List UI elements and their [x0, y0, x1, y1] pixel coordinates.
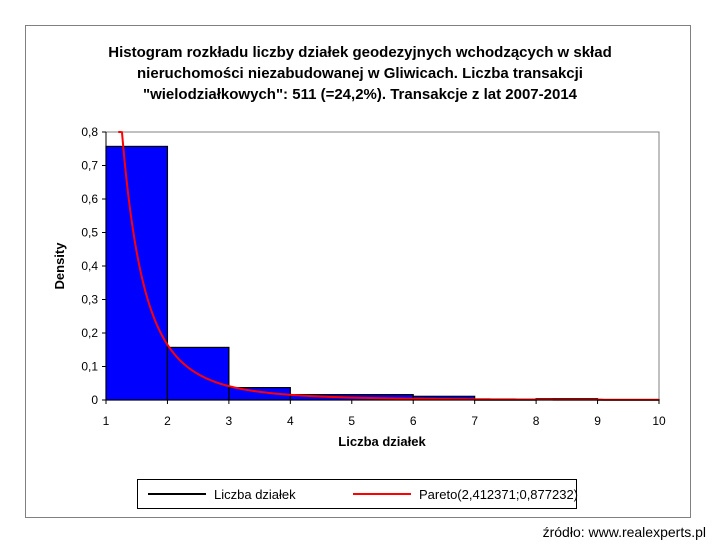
x-tick-label: 6 [410, 414, 417, 428]
x-tick-label: 5 [348, 414, 355, 428]
x-tick-label: 3 [226, 414, 233, 428]
chart-title: Histogram rozkładu liczby działek geodez… [60, 42, 660, 105]
x-tick-label: 10 [652, 414, 666, 428]
y-tick-label: 0,7 [81, 159, 98, 173]
chart-title-line-3: "wielodziałkowych": 511 (=24,2%). Transa… [142, 86, 578, 103]
y-tick-label: 0,2 [81, 326, 98, 340]
legend-item-pareto: Pareto(2,412371;0,877232) [353, 480, 578, 508]
histogram-bars [105, 145, 660, 401]
y-tick-label: 0,4 [81, 259, 98, 273]
y-axis-title: Density [52, 242, 67, 290]
chart-title-line-2: nieruchomości niezabudowanej w Gliwicach… [137, 65, 583, 82]
legend-swatch-pareto [353, 493, 411, 495]
y-tick-label: 0,6 [81, 192, 98, 206]
legend: Liczba działek Pareto(2,412371;0,877232) [137, 479, 578, 509]
y-tick-label: 0,5 [81, 226, 98, 240]
x-tick-label: 9 [594, 414, 601, 428]
chart-title-line-1: Histogram rozkładu liczby działek geodez… [108, 44, 612, 61]
source-note: źródło: www.realexperts.pl [542, 524, 706, 540]
legend-swatch-histogram [148, 493, 206, 495]
y-ticks: 0 0,1 0,2 0,3 0,4 0,5 0,6 0,7 0,8 [81, 125, 106, 407]
x-tick-label: 7 [471, 414, 478, 428]
x-tick-label: 1 [103, 414, 110, 428]
y-tick-label: 0,3 [81, 293, 98, 307]
y-tick-label: 0,1 [81, 360, 98, 374]
y-tick-label: 0 [91, 393, 98, 407]
legend-label-histogram: Liczba działek [214, 486, 296, 502]
x-tick-label: 2 [164, 414, 171, 428]
x-tick-label: 8 [533, 414, 540, 428]
x-axis-title: Liczba działek [338, 434, 426, 449]
legend-label-pareto: Pareto(2,412371;0,877232) [419, 486, 579, 502]
histogram-bar-0 [105, 145, 169, 401]
x-tick-label: 4 [287, 414, 294, 428]
x-ticks: 1 2 3 4 5 6 7 8 9 10 [103, 400, 666, 428]
legend-item-histogram: Liczba działek [148, 480, 296, 508]
y-tick-label: 0,8 [81, 125, 98, 139]
